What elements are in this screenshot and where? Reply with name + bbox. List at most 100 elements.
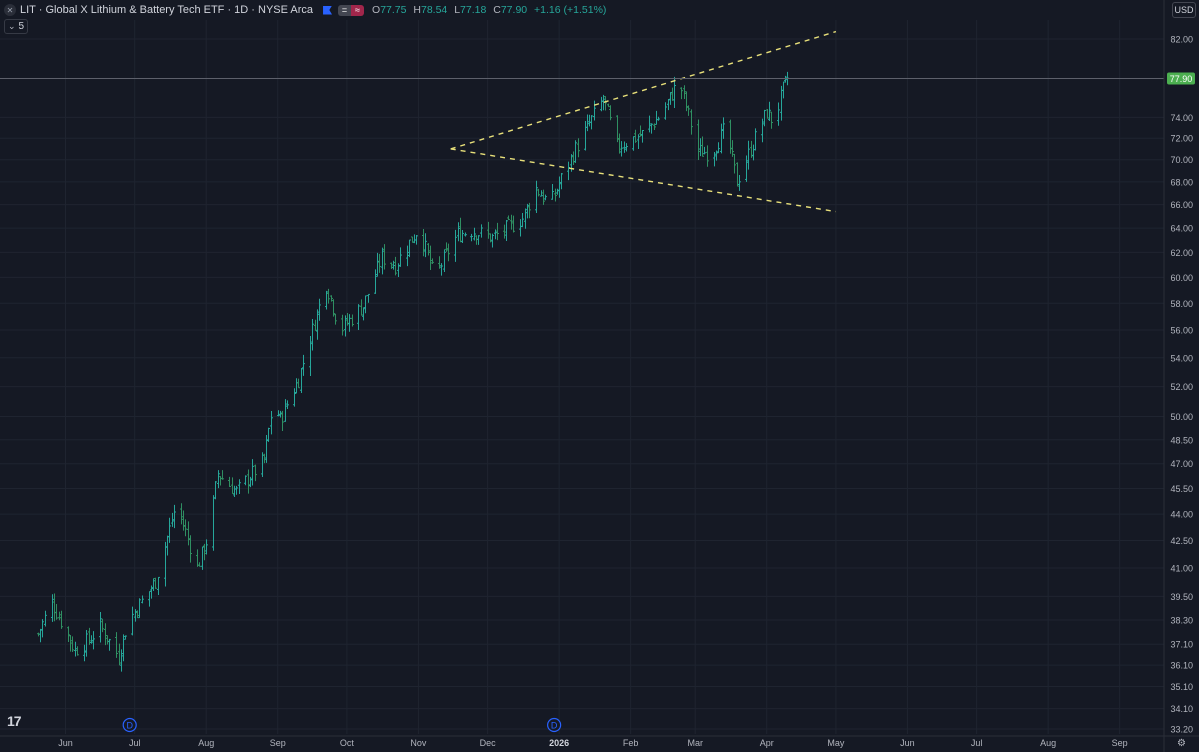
ohlc-bar: [277, 410, 280, 417]
ohlc-bar: [623, 141, 626, 153]
market-status-pill[interactable]: = ≈: [338, 4, 365, 16]
ohlc-bar: [459, 217, 462, 243]
trendline[interactable]: [450, 30, 837, 150]
ohlc-bar: [701, 136, 704, 157]
trendlines[interactable]: [450, 30, 837, 213]
symbol-header[interactable]: ✕ LIT · Global X Lithium & Battery Tech …: [4, 3, 610, 17]
ohlc-bar: [136, 610, 139, 619]
ohlc-bar: [205, 539, 208, 555]
ohlc-bar: [184, 519, 187, 537]
ohlc-bar: [690, 109, 693, 135]
ohlc-bar: [141, 595, 144, 604]
ohlc-bar: [558, 176, 561, 198]
ohlc-bar: [233, 485, 236, 497]
ohlc-bar: [577, 138, 580, 158]
ohlc-bar: [189, 535, 192, 563]
time-tick-label: Mar: [687, 738, 703, 748]
ohlc-bar: [754, 128, 757, 151]
close-label: C: [493, 4, 501, 16]
flag-icon[interactable]: [323, 5, 333, 15]
ohlc-bar: [92, 631, 95, 650]
ohlc-bar: [351, 314, 354, 327]
ohlc-bar: [44, 610, 47, 627]
ohlc-bar: [625, 143, 628, 152]
ohlc-bar: [429, 245, 432, 270]
ohlc-bar: [415, 235, 418, 245]
indicators-toggle[interactable]: ⌄ 5: [4, 19, 29, 34]
ohlc-bar: [376, 252, 379, 277]
ohlc-bar: [650, 123, 653, 134]
ohlc-bar: [535, 180, 538, 214]
dividend-marker[interactable]: [122, 717, 137, 733]
ohlc-bar: [673, 76, 676, 108]
ohlc-bar: [505, 219, 508, 241]
ohlc-bar: [90, 635, 93, 644]
price-tick-label: 38.30: [1170, 615, 1193, 625]
time-tick-label: May: [827, 738, 845, 748]
ohlc-bar: [231, 477, 234, 495]
time-axis[interactable]: Jun Jul Aug Sep Oct Nov Dec 2026 Feb Mar Apr May Jun…: [0, 735, 1199, 748]
ohlc-bar: [457, 222, 460, 242]
price-tick-label: 72.00: [1170, 134, 1193, 144]
ohlc-bar: [731, 140, 734, 157]
approx-icon: ≈: [351, 4, 365, 16]
ohlc-bar: [88, 627, 91, 645]
symbol-title[interactable]: LIT · Global X Lithium & Battery Tech ET…: [20, 4, 314, 16]
ohlc-bar: [58, 611, 61, 621]
ohlc-bar: [309, 335, 312, 376]
ohlc-bar: [648, 115, 651, 133]
ohlc-bar: [784, 75, 787, 83]
ohlc-bar: [138, 598, 141, 619]
ohlc-bar: [667, 99, 670, 111]
ohlc-bar: [782, 81, 785, 99]
ohlc-bar: [316, 309, 319, 340]
time-tick-label: 2026: [549, 738, 569, 748]
price-tick-label: 54.00: [1170, 353, 1193, 363]
ohlc-bar: [703, 146, 706, 155]
ohlc-bar: [357, 304, 360, 330]
gear-icon[interactable]: ⚙: [1177, 738, 1186, 749]
ohlc-bar: [683, 85, 686, 100]
price-tick-label: 41.00: [1170, 563, 1193, 573]
last-price-badge: [1167, 72, 1195, 85]
currency-button[interactable]: USD: [1172, 2, 1196, 18]
ohlc-bar: [122, 634, 125, 662]
ohlc-bar: [537, 188, 540, 197]
ohlc-bar: [83, 644, 86, 662]
ohlc-bar: [360, 299, 363, 316]
ohlc-bar: [687, 105, 690, 116]
ohlc-bar: [390, 262, 393, 269]
tradingview-logo-icon[interactable]: 17: [7, 713, 22, 729]
ohlc-bar: [74, 641, 77, 657]
price-axis[interactable]: 82.00 74.00 72.00 70.00 68.00 66.00 64.00 62.00…: [1163, 0, 1195, 752]
ohlc-bar: [399, 247, 402, 267]
ohlc-bar: [279, 410, 282, 418]
ohlc-bar: [254, 464, 257, 482]
dividend-marker[interactable]: [547, 717, 562, 733]
ohlc-bar: [106, 635, 109, 645]
ohlc-bar: [632, 136, 635, 151]
time-tick-label: Nov: [410, 738, 427, 748]
ohlc-bar: [473, 227, 476, 241]
ohlc-bar: [344, 315, 347, 337]
ohlc-bar: [770, 111, 773, 129]
ohlc-bar: [664, 102, 667, 120]
ohlc-bar: [750, 140, 753, 158]
time-tick-label: Sep: [1112, 738, 1128, 748]
close-value: 77.90: [500, 4, 528, 16]
ohlc-bar: [270, 410, 273, 435]
ohlc-bar: [378, 253, 381, 273]
ohlc-bar: [524, 208, 527, 229]
ohlc-bar: [55, 604, 58, 620]
ohlc-bar: [560, 172, 563, 190]
ohlc-bar: [219, 476, 222, 486]
ohlc-bar: [427, 243, 430, 256]
ohlc-bar: [164, 541, 167, 587]
trendline[interactable]: [450, 148, 837, 213]
ohlc-bar: [71, 636, 74, 653]
ohlc-bar: [584, 121, 587, 151]
price-tick-label: 33.20: [1170, 725, 1193, 735]
price-tick-label: 60.00: [1170, 273, 1193, 283]
